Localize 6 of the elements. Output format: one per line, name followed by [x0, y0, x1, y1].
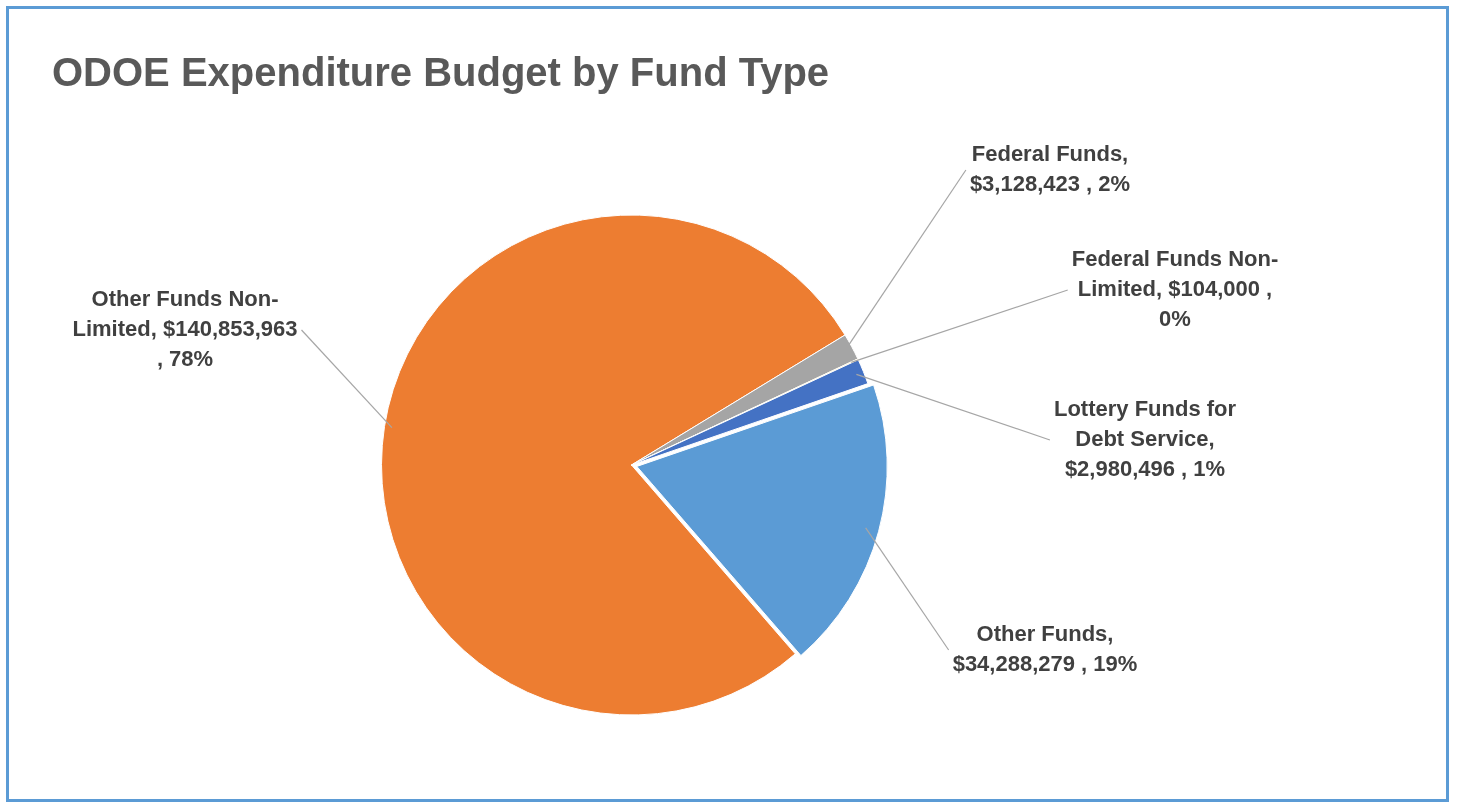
slice-label: Lottery Funds for Debt Service, $2,980,496 , 1% [1053, 396, 1237, 482]
slice-label: Federal Funds Non-Limited, $104,000 , 0% [1071, 246, 1279, 332]
slice-label: Other Funds Non-Limited, $140,853,963 , 78% [72, 286, 298, 372]
chart-title: ODOE Expenditure Budget by Fund Type [52, 50, 830, 95]
slice-label: Other Funds, $34,288,279 , 19% [952, 621, 1138, 677]
slice-label: Federal Funds, $3,128,423 , 2% [969, 141, 1131, 197]
